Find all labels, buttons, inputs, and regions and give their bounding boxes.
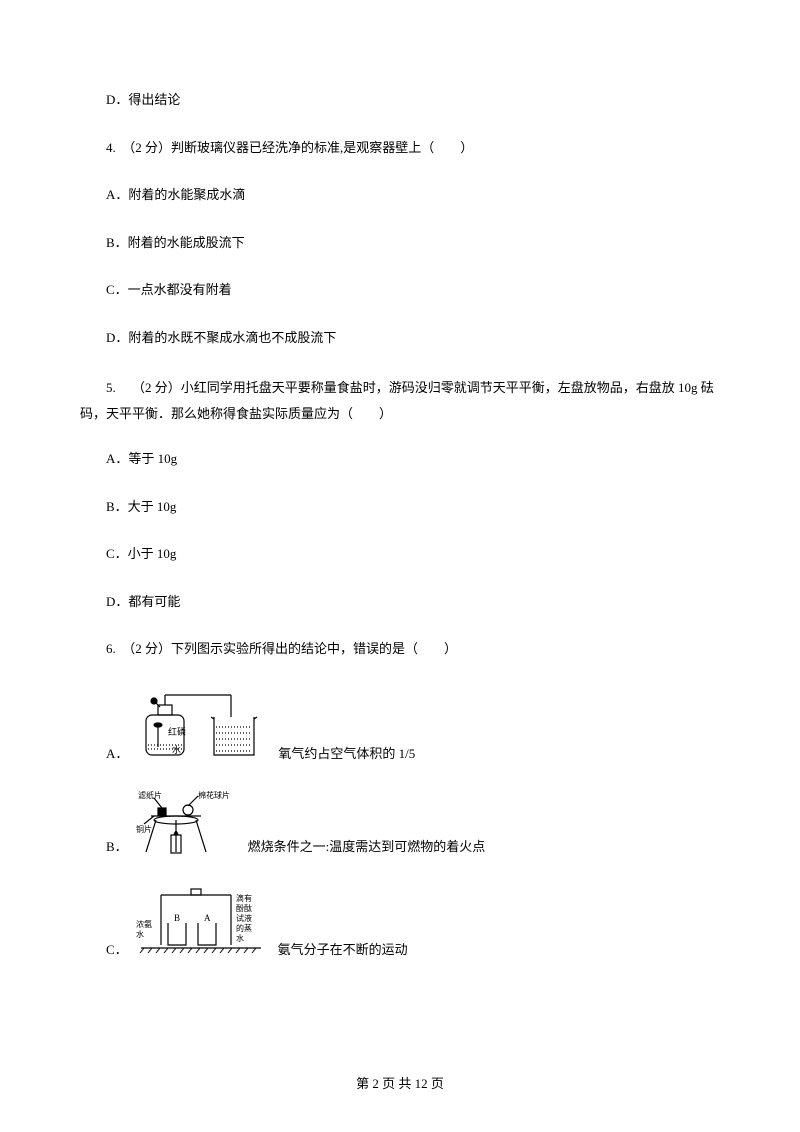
q4-option-a: A．附着的水能聚成水滴 xyxy=(80,185,720,205)
q6-b-diagram: 滤纸片 棉花球片 铜片 xyxy=(136,790,236,855)
page-footer: 第 2 页 共 12 页 xyxy=(0,1073,800,1092)
q3-option-d: D．得出结论 xyxy=(80,90,720,110)
label-b: B xyxy=(174,913,180,923)
q5-option-c: C．小于 10g xyxy=(80,544,720,564)
label-cotton: 棉花球片 xyxy=(198,790,230,800)
q6-stem: 6. （2 分）下列图示实验所得出的结论中，错误的是（ ） xyxy=(80,639,720,659)
label-left2: 水 xyxy=(136,929,144,939)
q6-option-b: B． xyxy=(106,790,720,855)
label-water: 水 xyxy=(172,744,181,755)
label-r1: 滴有 xyxy=(236,893,252,903)
q6-c-label: C． xyxy=(106,939,128,958)
q5-option-b: B．大于 10g xyxy=(80,497,720,517)
q6-b-label: B． xyxy=(106,836,128,855)
q6-c-diagram: B A 浓氨 水 滴有 酚酞 试液 的蒸 水 xyxy=(136,883,266,958)
q4-stem: 4. （2 分）判断玻璃仪器已经洗净的标准,是观察器壁上（ ） xyxy=(80,138,720,158)
label-cu: 铜片 xyxy=(136,824,152,834)
q6-c-caption: 氨气分子在不断的运动 xyxy=(278,939,408,958)
q4-option-c: C．一点水都没有附着 xyxy=(80,280,720,300)
q5-stem: 5. （2 分）小红同学用托盘天平要称量食盐时，游码没归零就调节天平平衡，左盘放… xyxy=(80,375,720,427)
label-a: A xyxy=(204,913,211,923)
q5-option-d: D．都有可能 xyxy=(80,592,720,612)
label-r3: 试液 xyxy=(236,913,252,923)
q6-a-caption: 氧气约占空气体积的 1/5 xyxy=(278,743,415,762)
q6-option-c: C． xyxy=(106,883,720,958)
q6-option-a: A． xyxy=(106,687,720,762)
label-r4: 的蒸 xyxy=(236,923,252,933)
q6-a-diagram: 红磷 水 xyxy=(136,687,266,762)
q6-a-label: A． xyxy=(106,743,128,762)
label-paper: 滤纸片 xyxy=(138,790,162,800)
q4-option-b: B．附着的水能成股流下 xyxy=(80,233,720,253)
q6-b-caption: 燃烧条件之一:温度需达到可燃物的着火点 xyxy=(248,836,486,855)
label-r2: 酚酞 xyxy=(236,903,252,913)
label-left1: 浓氨 xyxy=(136,919,152,929)
q4-option-d: D．附着的水既不聚成水滴也不成股流下 xyxy=(80,328,720,348)
label-r5: 水 xyxy=(236,933,244,943)
label-phos: 红磷 xyxy=(168,726,186,737)
q5-option-a: A．等于 10g xyxy=(80,449,720,469)
